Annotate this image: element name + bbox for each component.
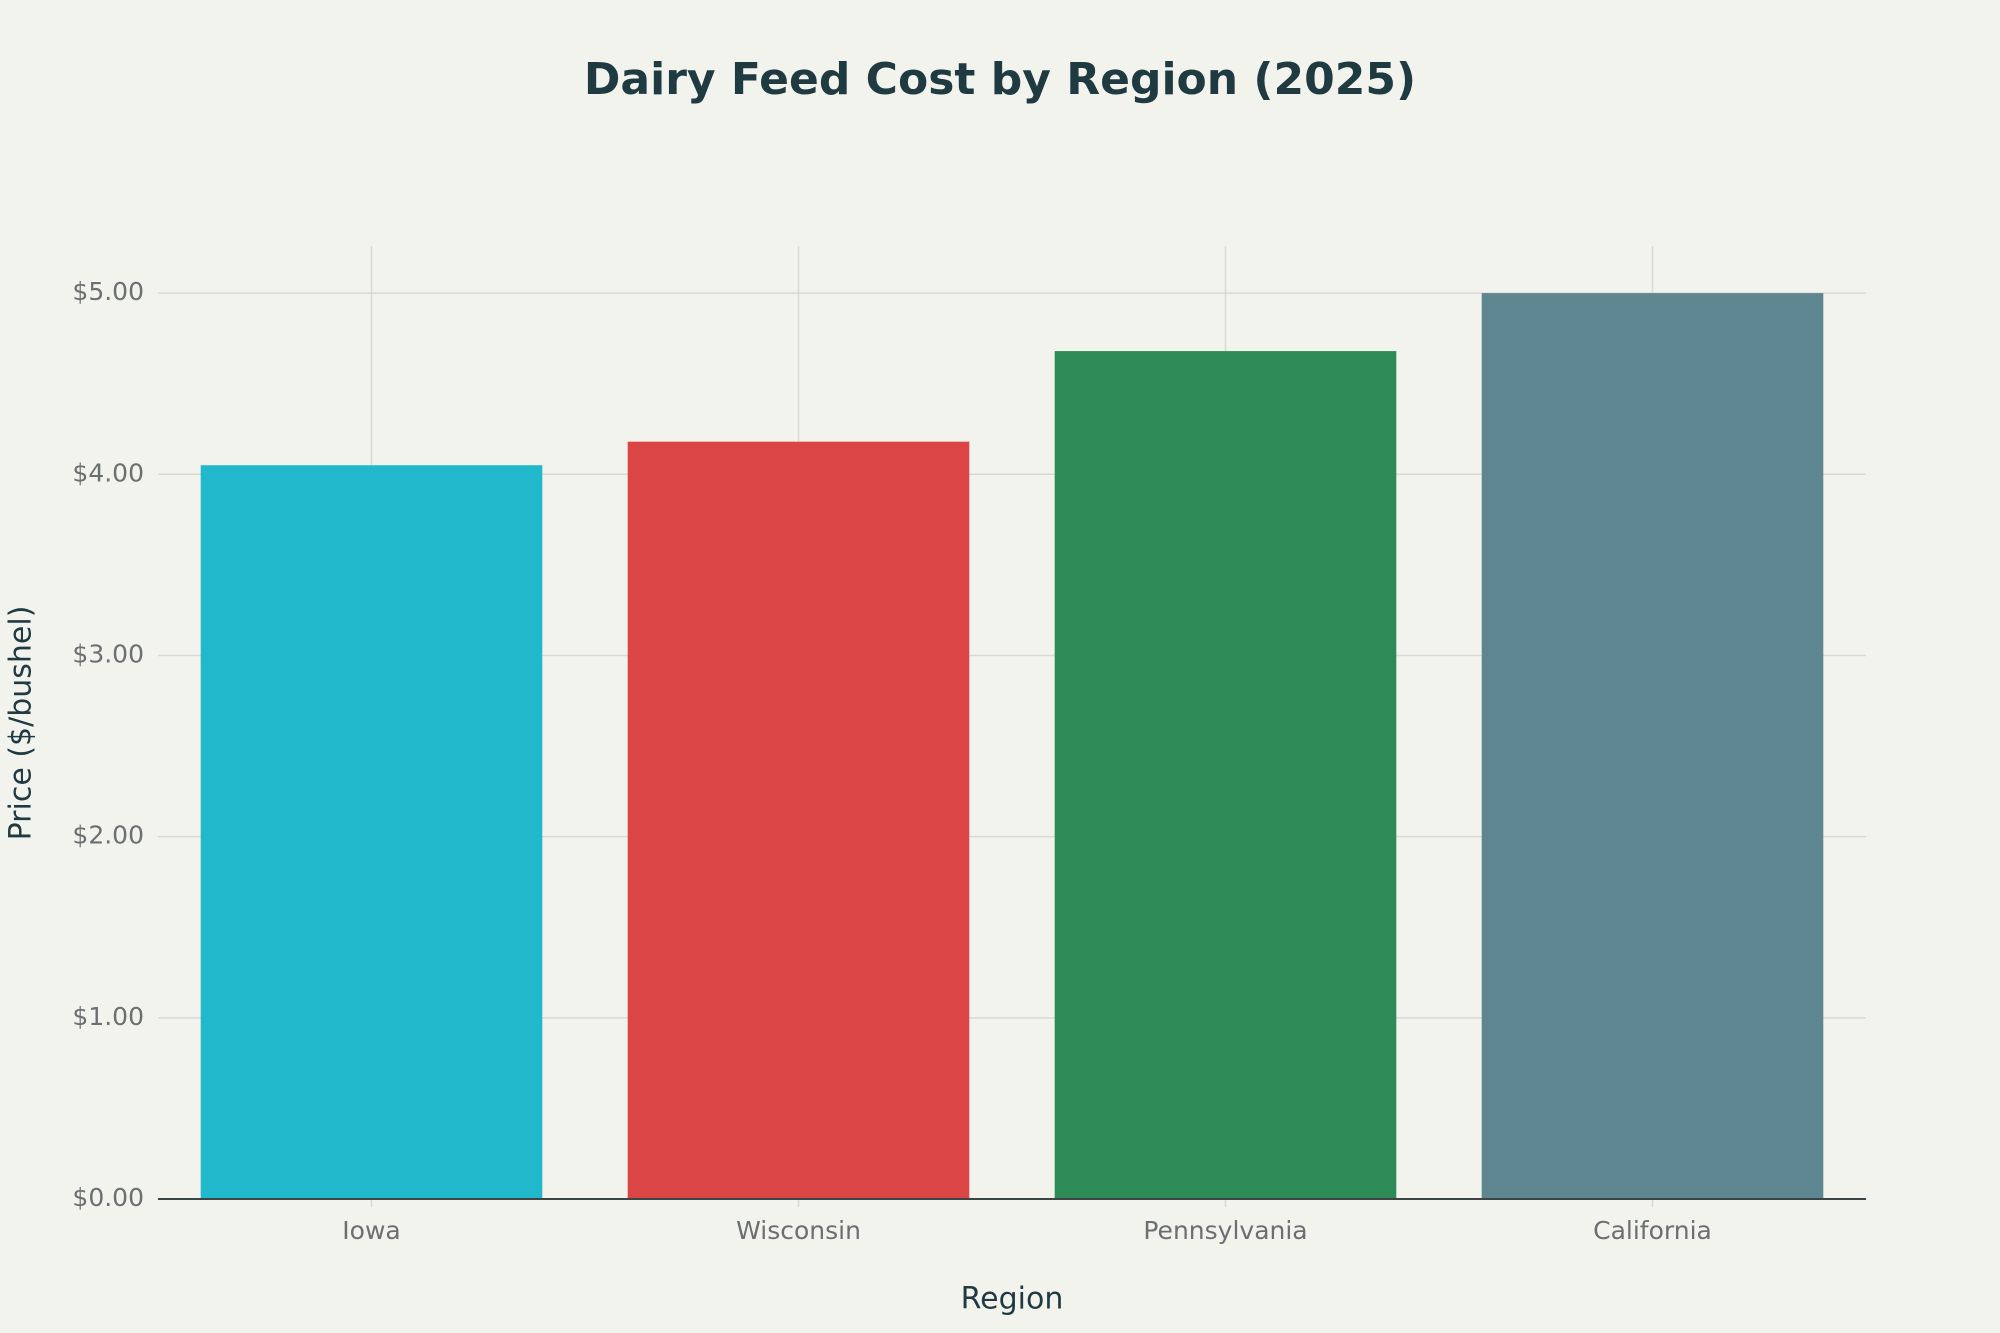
x-tick-label: California: [1593, 1216, 1712, 1245]
x-axis-title: Region: [961, 1282, 1064, 1317]
y-tick-label: $0.00: [72, 1183, 144, 1212]
y-tick-label: $5.00: [72, 277, 144, 306]
y-tick-label: $3.00: [72, 639, 144, 668]
x-tick-label: Wisconsin: [736, 1216, 861, 1245]
x-tick-label: Iowa: [342, 1216, 400, 1245]
chart-title: Dairy Feed Cost by Region (2025): [584, 54, 1416, 105]
x-tick-label: Pennsylvania: [1143, 1216, 1307, 1245]
bar: [200, 465, 543, 1200]
y-tick-label: $4.00: [72, 458, 144, 487]
y-tick-label: $1.00: [72, 1002, 144, 1031]
bar: [1054, 351, 1397, 1200]
y-tick-label: $2.00: [72, 821, 144, 850]
y-axis-title: Price ($/bushel): [4, 606, 39, 841]
bar: [627, 441, 970, 1200]
bar: [1481, 293, 1824, 1200]
